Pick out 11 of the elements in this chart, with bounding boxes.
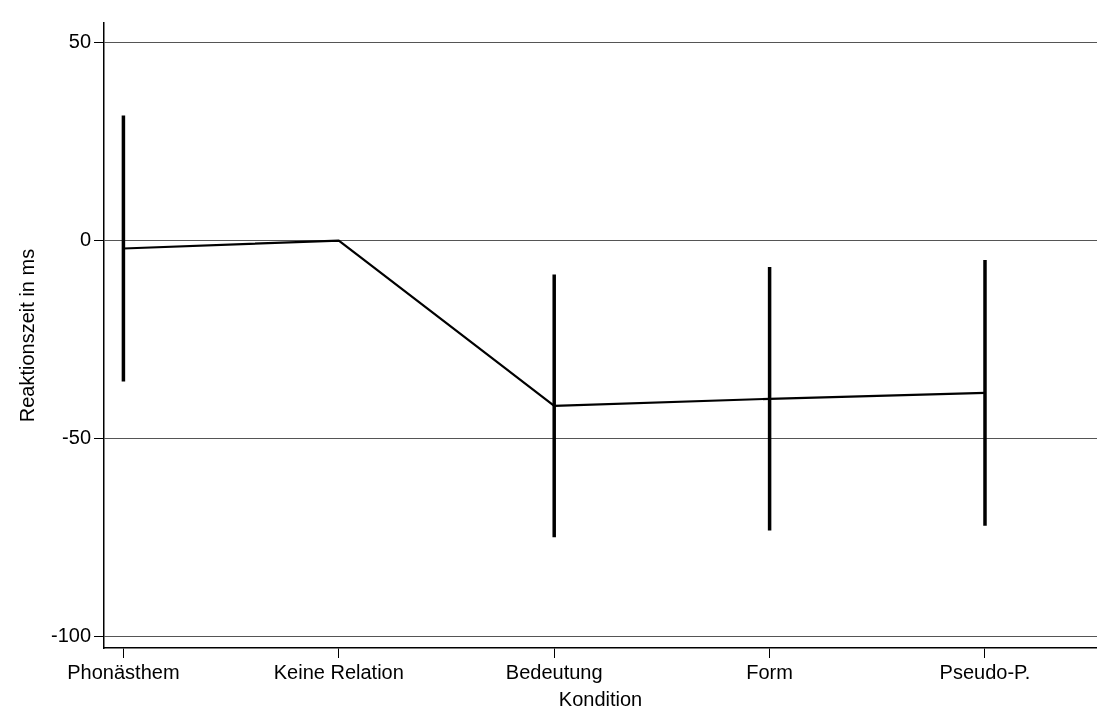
y-tick-label: 0 [79, 228, 92, 251]
y-tick-label: -100 [51, 623, 92, 646]
x-tick-label: Pseudo-P. [939, 660, 1031, 683]
x-tick-label: Bedeutung [505, 660, 603, 683]
x-tick-label: Phonästhem [67, 660, 180, 683]
y-tick-label: 50 [68, 30, 92, 53]
y-axis-title: Reaktionszeit in ms [15, 248, 38, 423]
x-tick-label: Form [746, 660, 793, 683]
y-tick-label: -50 [62, 425, 92, 448]
x-tick-label: Keine Relation [273, 660, 404, 683]
x-axis-title: Kondition [558, 687, 643, 710]
